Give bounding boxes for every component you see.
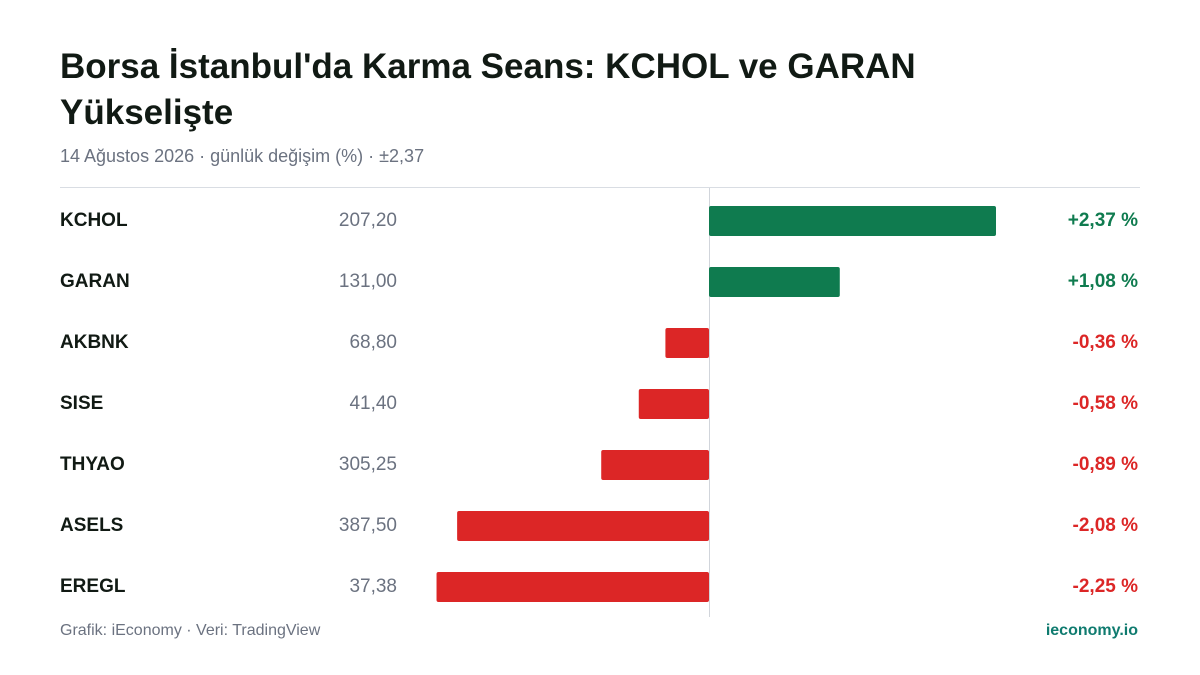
source: Grafik: iEconomy · Veri: TradingView	[60, 622, 321, 639]
ticker: AKBNK	[60, 332, 129, 353]
value-label: +2,37 %	[1068, 210, 1138, 231]
price: 131,00	[339, 271, 397, 292]
chart-subtitle: 14 Ağustos 2026 · günlük değişim (%) · ±…	[60, 146, 425, 166]
value-label: -0,36 %	[1073, 332, 1139, 353]
price: 41,40	[349, 393, 397, 414]
price: 37,38	[349, 576, 397, 597]
chart-title: Borsa İstanbul'da Karma Seans: KCHOL ve …	[60, 47, 916, 132]
value-label: -0,58 %	[1073, 393, 1139, 414]
ticker: EREGL	[60, 576, 126, 597]
bar	[601, 450, 709, 480]
ticker: ASELS	[60, 515, 123, 536]
value-label: -2,08 %	[1073, 515, 1139, 536]
price: 207,20	[339, 210, 397, 231]
value-label: -0,89 %	[1073, 454, 1139, 475]
value-label: -2,25 %	[1073, 576, 1139, 597]
ticker: KCHOL	[60, 210, 128, 231]
brand: ieconomy.io	[1046, 622, 1138, 639]
ticker: THYAO	[60, 454, 125, 475]
price: 305,25	[339, 454, 397, 475]
price: 387,50	[339, 515, 397, 536]
bar	[638, 389, 709, 419]
ticker: SISE	[60, 393, 103, 414]
bar	[665, 328, 709, 358]
value-label: +1,08 %	[1068, 271, 1138, 292]
ticker: GARAN	[60, 271, 130, 292]
bar	[709, 206, 996, 236]
bar	[709, 267, 840, 297]
bar	[457, 511, 709, 541]
bar	[436, 572, 709, 602]
price: 68,80	[349, 332, 397, 353]
